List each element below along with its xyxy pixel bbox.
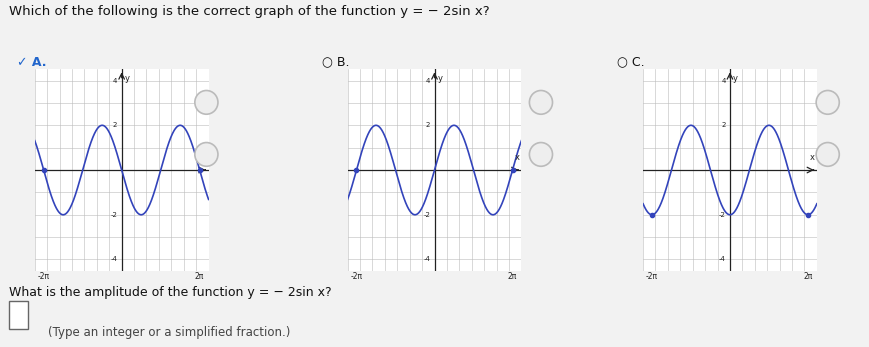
Text: x: x (202, 153, 207, 162)
Text: 2: 2 (113, 122, 117, 128)
Text: ○ C.: ○ C. (617, 56, 645, 68)
Text: x: x (810, 153, 815, 162)
Text: y: y (438, 74, 442, 83)
Circle shape (195, 143, 218, 166)
Text: What is the amplitude of the function y = − 2sin x?: What is the amplitude of the function y … (9, 286, 331, 299)
Text: -2: -2 (110, 212, 117, 218)
FancyBboxPatch shape (9, 301, 28, 329)
Text: (Type an integer or a simplified fraction.): (Type an integer or a simplified fractio… (48, 326, 290, 339)
Text: 4: 4 (426, 78, 430, 84)
Circle shape (529, 143, 553, 166)
Text: 4: 4 (721, 78, 726, 84)
Text: 4: 4 (113, 78, 117, 84)
Text: y: y (733, 74, 738, 83)
Circle shape (816, 143, 839, 166)
Text: 2: 2 (426, 122, 430, 128)
Text: -4: -4 (423, 256, 430, 262)
Text: -2: -2 (719, 212, 726, 218)
Text: Which of the following is the correct graph of the function y = − 2sin x?: Which of the following is the correct gr… (9, 5, 489, 18)
Text: y: y (125, 74, 129, 83)
Text: ○ B.: ○ B. (322, 56, 349, 68)
Text: -4: -4 (110, 256, 117, 262)
Circle shape (195, 91, 218, 114)
Text: 2: 2 (721, 122, 726, 128)
Text: -4: -4 (719, 256, 726, 262)
Circle shape (529, 91, 553, 114)
Text: -2: -2 (423, 212, 430, 218)
Circle shape (816, 91, 839, 114)
Text: x: x (514, 153, 520, 162)
Text: ✓ A.: ✓ A. (17, 56, 47, 68)
